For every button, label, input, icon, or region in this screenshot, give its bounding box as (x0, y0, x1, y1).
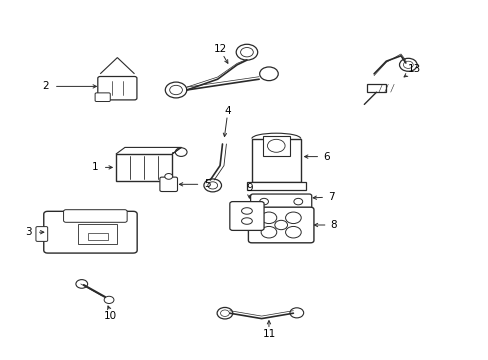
Circle shape (236, 44, 257, 60)
Text: 9: 9 (245, 183, 252, 193)
Circle shape (175, 148, 186, 156)
Bar (366, 84, 386, 92)
Circle shape (293, 198, 302, 205)
FancyBboxPatch shape (44, 211, 137, 253)
Bar (246, 182, 305, 190)
Circle shape (261, 226, 276, 238)
Bar (263, 136, 289, 156)
Text: 2: 2 (42, 81, 49, 91)
Circle shape (274, 220, 287, 230)
Circle shape (104, 296, 114, 303)
Circle shape (267, 139, 285, 152)
FancyBboxPatch shape (229, 202, 264, 230)
Text: 7: 7 (327, 192, 334, 202)
Text: 6: 6 (323, 152, 329, 162)
Circle shape (285, 212, 301, 224)
FancyBboxPatch shape (248, 207, 313, 243)
Circle shape (261, 212, 276, 224)
FancyBboxPatch shape (160, 177, 177, 192)
Text: 10: 10 (103, 311, 116, 321)
Circle shape (220, 310, 229, 316)
Circle shape (403, 61, 412, 68)
FancyBboxPatch shape (250, 194, 311, 209)
FancyBboxPatch shape (98, 77, 137, 100)
Circle shape (259, 67, 278, 81)
Circle shape (289, 308, 303, 318)
Circle shape (399, 58, 416, 71)
Circle shape (285, 226, 301, 238)
Bar (78, 224, 117, 244)
Text: 3: 3 (25, 227, 32, 237)
Text: 13: 13 (407, 64, 421, 75)
FancyBboxPatch shape (36, 227, 48, 242)
Circle shape (217, 307, 232, 319)
Text: 1: 1 (92, 162, 99, 172)
Circle shape (169, 85, 182, 95)
Text: 8: 8 (330, 220, 337, 230)
Circle shape (207, 182, 217, 189)
Circle shape (165, 82, 186, 98)
Bar (251, 139, 300, 182)
Text: 11: 11 (262, 329, 275, 339)
Circle shape (164, 174, 172, 179)
Text: 5: 5 (203, 179, 210, 189)
FancyBboxPatch shape (63, 210, 127, 222)
Circle shape (259, 198, 268, 205)
Circle shape (240, 48, 253, 57)
Bar (116, 154, 172, 181)
Circle shape (203, 179, 221, 192)
Circle shape (76, 280, 87, 288)
FancyBboxPatch shape (95, 93, 110, 102)
Text: 12: 12 (213, 44, 226, 54)
Bar (88, 233, 107, 240)
Text: 4: 4 (224, 106, 230, 116)
